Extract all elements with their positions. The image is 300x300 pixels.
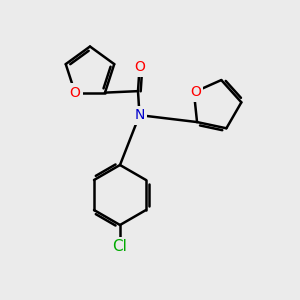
Text: O: O bbox=[70, 85, 80, 100]
Text: N: N bbox=[134, 108, 145, 122]
Text: O: O bbox=[190, 85, 201, 99]
Text: O: O bbox=[134, 60, 145, 74]
Text: Cl: Cl bbox=[112, 239, 128, 254]
